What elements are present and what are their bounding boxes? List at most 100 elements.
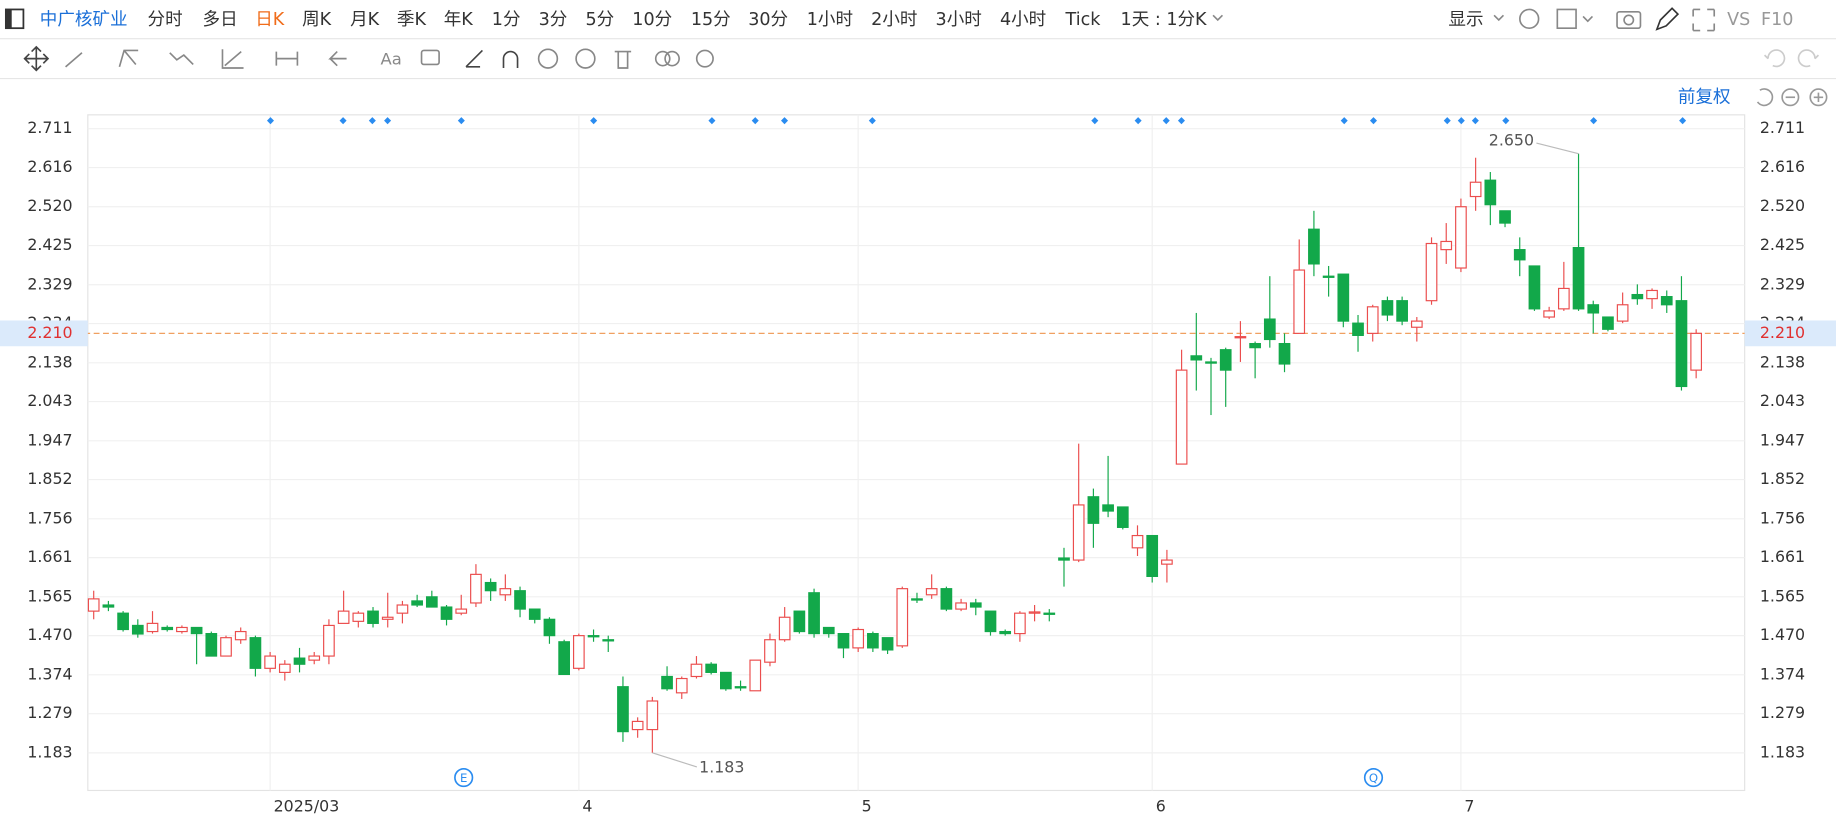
candle-body — [1087, 496, 1100, 524]
candle-body — [705, 663, 718, 673]
candle-body — [1043, 612, 1056, 615]
compare-icon-a[interactable] — [654, 50, 671, 67]
period-tab[interactable]: 季K — [397, 10, 427, 30]
period-tab[interactable]: 多日 — [203, 10, 238, 30]
hide-tool[interactable] — [575, 48, 596, 69]
angle-tool[interactable] — [465, 49, 483, 68]
redo[interactable] — [1797, 49, 1820, 68]
delete-tool[interactable] — [614, 50, 632, 69]
candle-body — [176, 626, 188, 633]
candle-body — [1690, 332, 1703, 371]
period-tab[interactable]: 10分 — [632, 10, 672, 30]
x-tick-label: 6 — [1156, 796, 1166, 815]
f10-button[interactable]: F10 — [1761, 10, 1793, 30]
candle-body — [867, 633, 879, 649]
annotation-label: 1.183 — [699, 758, 744, 777]
zoom-in-plus — [1813, 92, 1824, 102]
event-marker — [1340, 117, 1348, 125]
period-tab[interactable]: 分时 — [148, 10, 183, 30]
settings-icon[interactable] — [1519, 8, 1540, 30]
period-tab[interactable]: Tick — [1065, 10, 1102, 30]
y-tick-label-right: 2.520 — [1760, 196, 1805, 215]
period-tab[interactable]: 5分 — [585, 10, 614, 30]
range-select[interactable]: 1天 : 1分K — [1121, 10, 1207, 30]
period-tab[interactable]: 3分 — [539, 10, 568, 30]
candle-body — [1102, 504, 1114, 512]
stock-name[interactable]: 中广核矿业 — [40, 10, 128, 30]
candle-body — [1278, 342, 1291, 365]
fib-tool[interactable] — [221, 49, 244, 69]
zoom-in[interactable] — [1809, 88, 1828, 107]
magnet-tool[interactable] — [502, 50, 519, 68]
period-tab[interactable]: 3小时 — [936, 10, 982, 30]
period-tab[interactable]: 1小时 — [807, 10, 853, 30]
period-tab[interactable]: 15分 — [691, 10, 731, 30]
candle-body — [631, 720, 644, 731]
arrow-tool[interactable] — [328, 51, 347, 67]
candle-body — [131, 624, 144, 635]
y-tick-label-right: 1.183 — [1760, 742, 1805, 761]
candle-body — [381, 616, 394, 620]
period-tab[interactable]: 1分 — [492, 10, 521, 30]
candle-body — [1072, 504, 1085, 561]
period-tab[interactable]: 4小时 — [1000, 10, 1046, 30]
text-tool-icon[interactable]: Aa — [381, 49, 402, 68]
lock-tool[interactable] — [537, 48, 559, 69]
period-tab[interactable]: 2小时 — [871, 10, 917, 30]
candle-body — [984, 610, 997, 633]
display-menu[interactable]: 显示 — [1448, 10, 1483, 30]
candle-body — [1513, 249, 1526, 261]
candle-body — [1410, 320, 1423, 328]
move-tool[interactable] — [23, 45, 50, 72]
tool-settings[interactable] — [695, 49, 714, 68]
undo[interactable] — [1763, 49, 1786, 68]
note-tool[interactable] — [420, 49, 440, 66]
candle-body — [528, 608, 541, 620]
y-tick-label-right: 1.565 — [1760, 586, 1805, 605]
candle-body — [249, 637, 262, 669]
period-tab[interactable]: 周K — [302, 10, 332, 30]
vs-button[interactable]: VS — [1727, 10, 1750, 30]
period-tab[interactable]: 30分 — [748, 10, 788, 30]
candle-body — [587, 635, 600, 638]
event-marker — [1590, 117, 1598, 125]
pen-icon[interactable] — [1655, 7, 1680, 31]
period-tab[interactable]: 日K — [255, 10, 285, 30]
reset-zoom[interactable] — [1756, 88, 1774, 107]
event-badge[interactable] — [1363, 767, 1384, 788]
display-caret — [1493, 14, 1505, 22]
period-tab[interactable]: 月K — [350, 10, 380, 30]
y-tick-label-right: 2.043 — [1760, 391, 1805, 410]
wave-tool[interactable] — [169, 52, 194, 66]
fullscreen-icon[interactable] — [1692, 8, 1716, 32]
event-badge[interactable] — [454, 767, 474, 788]
zoom-out[interactable] — [1781, 88, 1800, 107]
x-tick-label: 7 — [1464, 796, 1474, 815]
channel-tool[interactable] — [118, 49, 139, 68]
candle-body — [881, 637, 894, 651]
y-tick-label: 1.661 — [27, 547, 72, 566]
candle-body — [1219, 349, 1232, 371]
event-marker — [1369, 117, 1377, 125]
measure-tool[interactable] — [275, 51, 299, 66]
camera-icon[interactable] — [1616, 10, 1642, 30]
candle-body — [455, 608, 468, 614]
line-tool[interactable] — [65, 52, 83, 68]
layout-caret — [1582, 15, 1594, 23]
candle-body — [1263, 318, 1276, 341]
candle-body — [822, 626, 835, 635]
candle-body — [808, 592, 820, 635]
candle-body — [749, 659, 762, 692]
drawing-tools: Aa — [23, 45, 1820, 72]
period-tab[interactable]: 年K — [444, 10, 474, 30]
candle-body — [764, 639, 776, 663]
y-tick-label: 1.565 — [27, 586, 72, 605]
candle-body — [543, 618, 556, 637]
layout-icon[interactable] — [1556, 8, 1577, 30]
candle-body — [470, 573, 482, 604]
annotation-leader — [652, 752, 698, 768]
adjust-mode[interactable]: 前复权 — [1678, 87, 1731, 107]
x-tick-label: 4 — [582, 796, 592, 815]
camera-lens — [1623, 14, 1635, 26]
